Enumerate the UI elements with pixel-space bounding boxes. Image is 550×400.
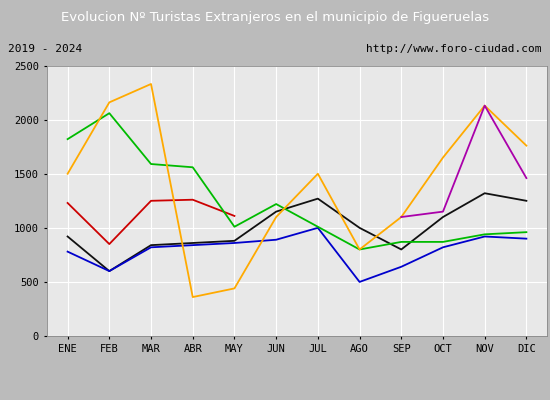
Text: Evolucion Nº Turistas Extranjeros en el municipio de Figueruelas: Evolucion Nº Turistas Extranjeros en el … — [61, 10, 489, 24]
Text: http://www.foro-ciudad.com: http://www.foro-ciudad.com — [366, 44, 542, 54]
Text: 2019 - 2024: 2019 - 2024 — [8, 44, 82, 54]
